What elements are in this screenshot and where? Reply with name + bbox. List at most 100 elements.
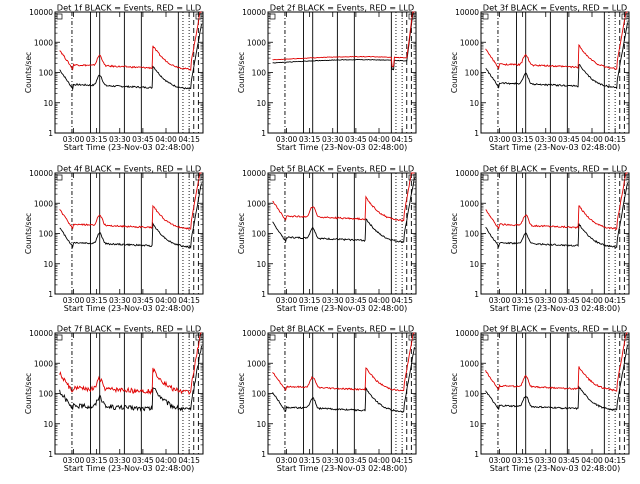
y-tick-label: 10000 <box>242 8 266 17</box>
x-tick-label: 03:30 <box>535 135 557 144</box>
x-tick-label: 03:15 <box>86 135 108 144</box>
x-tick-label: 03:45 <box>558 296 580 305</box>
panel-title: Det 5f BLACK = Events, RED = LLD <box>270 164 414 174</box>
plot-frame <box>54 172 204 295</box>
panel-title: Det 6f BLACK = Events, RED = LLD <box>483 164 627 174</box>
corner-box-left <box>56 13 63 20</box>
x-tick-label: 03:00 <box>276 135 298 144</box>
plot-frame <box>267 11 417 134</box>
corner-box-left <box>269 334 276 341</box>
series-line-events <box>485 182 628 249</box>
x-tick-label: 04:15 <box>178 296 200 305</box>
x-tick-label: 03:45 <box>558 135 580 144</box>
x-axis-label: Start Time (23-Nov-03 02:48:00) <box>64 304 194 313</box>
y-tick-label: 10000 <box>29 329 53 338</box>
panel-det-4: Det 4f BLACK = Events, RED = LLD 1 10 100 10… <box>24 164 204 313</box>
x-tick-label: 03:00 <box>276 456 298 465</box>
x-axis-label: Start Time (23-Nov-03 02:48:00) <box>490 464 620 473</box>
x-tick-label: 03:15 <box>299 135 321 144</box>
x-tick-label: 03:15 <box>86 296 108 305</box>
y-tick-label: 1 <box>261 129 266 138</box>
panel-det-3: Det 3f BLACK = Events, RED = LLD 1 10 100 10… <box>450 3 630 152</box>
x-tick-label: 03:45 <box>345 135 367 144</box>
x-tick-label: 03:00 <box>489 135 511 144</box>
y-tick-label: 1 <box>48 129 53 138</box>
y-tick-label: 1000 <box>34 38 53 47</box>
series-line-lld <box>59 11 202 71</box>
x-tick-label: 03:30 <box>535 456 557 465</box>
panel-title: Det 9f BLACK = Events, RED = LLD <box>483 324 627 334</box>
x-axis-label: Start Time (23-Nov-03 02:48:00) <box>64 143 194 152</box>
y-tick-label: 1 <box>474 450 479 459</box>
y-tick-label: 10 <box>256 99 266 108</box>
panel-title: Det 1f BLACK = Events, RED = LLD <box>57 3 201 13</box>
y-tick-label: 10 <box>43 420 53 429</box>
panel-title: Det 7f BLACK = Events, RED = LLD <box>57 324 201 334</box>
x-tick-label: 03:45 <box>132 135 154 144</box>
x-tick-label: 04:15 <box>391 296 413 305</box>
panel-title: Det 8f BLACK = Events, RED = LLD <box>270 324 414 334</box>
x-tick-label: 04:00 <box>368 135 390 144</box>
x-tick-label: 03:30 <box>109 135 131 144</box>
x-tick-label: 04:00 <box>368 296 390 305</box>
x-axis-label: Start Time (23-Nov-03 02:48:00) <box>490 304 620 313</box>
series-line-events <box>59 24 202 91</box>
x-tick-label: 04:15 <box>604 296 626 305</box>
corner-box-left <box>56 334 63 341</box>
y-tick-label: 1000 <box>460 199 479 208</box>
plot-frame <box>54 11 204 134</box>
y-tick-label: 10 <box>256 420 266 429</box>
y-tick-label: 10 <box>469 420 479 429</box>
y-tick-label: 100 <box>252 390 267 399</box>
x-tick-label: 04:15 <box>178 135 200 144</box>
y-tick-label: 1 <box>48 450 53 459</box>
corner-box-right <box>195 334 202 341</box>
panel-det-7: Det 7f BLACK = Events, RED = LLD 1 10 100 10… <box>24 324 204 473</box>
x-tick-label: 03:15 <box>512 456 534 465</box>
corner-box-right <box>621 174 628 181</box>
x-axis-label: Start Time (23-Nov-03 02:48:00) <box>277 143 407 152</box>
x-tick-label: 03:30 <box>322 296 344 305</box>
y-tick-label: 1000 <box>247 359 266 368</box>
x-axis-label: Start Time (23-Nov-03 02:48:00) <box>277 464 407 473</box>
series-line-events <box>59 183 202 249</box>
x-tick-label: 03:15 <box>299 296 321 305</box>
panel-det-6: Det 6f BLACK = Events, RED = LLD 1 10 100 10… <box>450 164 630 313</box>
y-tick-label: 10000 <box>29 8 53 17</box>
y-tick-label: 1 <box>474 129 479 138</box>
x-tick-label: 04:00 <box>581 456 603 465</box>
y-tick-label: 1000 <box>460 359 479 368</box>
y-tick-label: 1 <box>474 290 479 299</box>
x-tick-label: 04:00 <box>581 296 603 305</box>
series-line-lld <box>59 332 202 396</box>
corner-box-right <box>621 334 628 341</box>
x-tick-label: 04:00 <box>581 135 603 144</box>
y-tick-label: 1000 <box>34 359 53 368</box>
x-tick-label: 03:00 <box>489 296 511 305</box>
series-line-lld <box>485 172 628 231</box>
x-tick-label: 04:15 <box>604 456 626 465</box>
series-line-events <box>272 11 415 71</box>
x-tick-label: 04:15 <box>178 456 200 465</box>
y-tick-label: 1 <box>261 450 266 459</box>
y-axis-label: Counts/sec <box>24 373 33 414</box>
corner-box-right <box>408 174 415 181</box>
y-tick-label: 10 <box>469 99 479 108</box>
y-tick-label: 10000 <box>455 8 479 17</box>
plot-frame <box>480 11 630 134</box>
y-axis-label: Counts/sec <box>450 373 459 414</box>
x-tick-label: 04:15 <box>604 135 626 144</box>
y-axis-label: Counts/sec <box>24 52 33 93</box>
x-tick-label: 03:45 <box>132 296 154 305</box>
corner-box-right <box>195 13 202 20</box>
y-tick-label: 10 <box>469 260 479 269</box>
plot-frame <box>54 332 204 455</box>
x-tick-label: 03:15 <box>86 456 108 465</box>
x-tick-label: 03:00 <box>63 456 85 465</box>
x-axis-label: Start Time (23-Nov-03 02:48:00) <box>277 304 407 313</box>
y-tick-label: 10000 <box>29 169 53 178</box>
corner-box-right <box>408 334 415 341</box>
y-axis-label: Counts/sec <box>237 213 246 254</box>
